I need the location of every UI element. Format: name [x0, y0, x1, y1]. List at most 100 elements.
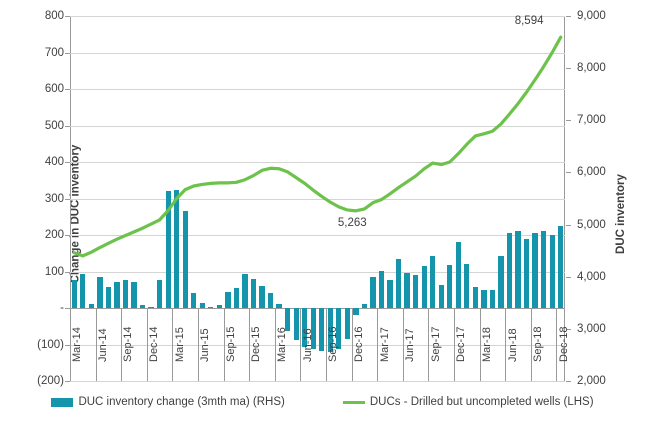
legend-line-swatch-icon — [342, 400, 365, 404]
bar — [523, 238, 530, 308]
y-tick-mark-right — [566, 120, 571, 122]
y-axis-title-right: DUC inventory — [615, 173, 628, 254]
bar — [541, 230, 547, 308]
bar — [387, 279, 393, 308]
bar — [242, 274, 248, 308]
bar — [481, 290, 487, 308]
bar — [208, 306, 214, 308]
y-tick-mark-left — [65, 308, 70, 309]
bar — [447, 264, 453, 308]
y-tick-label-right: 4,000 — [577, 270, 606, 283]
x-tick-mark — [479, 308, 481, 381]
x-tick-label: Mar-14 — [71, 327, 84, 362]
bar — [489, 289, 496, 308]
data-label: 5,263 — [337, 216, 367, 229]
x-tick-mark — [172, 308, 174, 381]
y-tick-label-right: 9,000 — [577, 10, 606, 22]
legend-label: DUCs - Drilled but uncompleted wells (LH… — [369, 396, 594, 408]
y-tick-mark-left — [65, 125, 70, 127]
x-tick-mark — [428, 308, 430, 381]
bar — [105, 287, 112, 308]
bar — [259, 286, 265, 308]
gridline — [70, 198, 565, 200]
bar — [353, 308, 359, 315]
bar — [191, 293, 197, 308]
y-tick-mark-left — [65, 271, 70, 273]
bar — [80, 274, 86, 308]
y-tick-label-left: 700 — [44, 46, 64, 59]
bar — [464, 264, 470, 308]
x-tick-mark — [505, 308, 507, 381]
y-tick-label-right: 3,000 — [577, 322, 606, 335]
x-tick-mark — [556, 308, 558, 381]
x-tick-label: Mar-15 — [173, 327, 186, 362]
bar — [284, 308, 291, 331]
x-tick-mark — [402, 308, 404, 381]
gridline — [70, 125, 565, 127]
y-tick-label-right: 7,000 — [577, 114, 606, 127]
x-tick-mark — [95, 308, 97, 381]
bar — [498, 256, 504, 308]
legend-label: DUC inventory change (3mth ma) (RHS) — [78, 396, 285, 408]
x-tick-mark — [274, 308, 276, 381]
bar — [182, 211, 188, 308]
x-tick-mark — [377, 308, 379, 381]
gridline — [70, 89, 565, 90]
bar — [233, 287, 240, 308]
x-tick-label: Dec-17 — [455, 326, 468, 362]
x-tick-mark — [121, 308, 123, 381]
bar — [404, 272, 410, 308]
bar — [174, 190, 180, 308]
chart-legend: DUC inventory change (3mth ma) (RHS) DUCs… — [0, 396, 645, 408]
bar — [421, 266, 427, 308]
y-tick-mark-left — [65, 235, 70, 236]
x-tick-mark — [146, 308, 148, 381]
bar — [250, 278, 257, 308]
x-tick-label: Dec-15 — [250, 326, 263, 362]
gridline — [70, 271, 565, 273]
bar — [310, 308, 316, 349]
y-tick-label-left: 500 — [44, 119, 64, 132]
line-duc-inventory — [72, 35, 563, 258]
y-tick-mark-right — [566, 276, 571, 278]
bar — [122, 279, 129, 308]
bar — [302, 308, 308, 348]
bar — [370, 276, 376, 308]
bar — [139, 304, 146, 308]
x-tick-label: Dec-16 — [352, 326, 365, 362]
bar — [267, 293, 274, 308]
y-tick-mark-right — [566, 172, 571, 174]
bar — [225, 291, 231, 308]
bar — [532, 233, 538, 308]
line-series — [72, 35, 563, 258]
x-tick-label: Dec-18 — [557, 326, 570, 362]
gridline — [70, 344, 565, 346]
y-tick-mark-left — [65, 16, 70, 17]
x-tick-label: Sep-15 — [224, 326, 237, 362]
x-tick-label: Mar-17 — [378, 327, 391, 362]
y-tick-label-left: 600 — [44, 83, 64, 95]
x-tick-label: Jun-17 — [404, 328, 417, 362]
y-tick-mark-right — [566, 328, 571, 330]
x-tick-label: Mar-18 — [480, 327, 493, 362]
bar — [413, 275, 419, 308]
y-tick-mark-right — [566, 381, 571, 382]
legend-bar-swatch-icon — [51, 397, 74, 407]
bar — [472, 286, 479, 308]
bar — [515, 230, 521, 308]
legend-item[interactable]: DUC inventory change (3mth ma) (RHS) — [51, 396, 285, 408]
y-tick-label-left: 200 — [44, 229, 64, 241]
gridline — [70, 381, 565, 382]
y-tick-mark-right — [566, 68, 571, 70]
y-tick-label-right: 5,000 — [577, 218, 606, 231]
y-tick-label-left: 400 — [44, 156, 64, 168]
y-tick-label-left: 300 — [44, 192, 64, 205]
x-tick-mark — [300, 308, 302, 381]
y-tick-mark-left — [65, 89, 70, 90]
y-tick-mark-left — [65, 162, 70, 163]
x-tick-mark — [198, 308, 200, 381]
y-tick-label-left: (100) — [37, 338, 64, 351]
x-tick-label: Jun-15 — [199, 328, 212, 362]
legend-item[interactable]: DUCs - Drilled but uncompleted wells (LH… — [342, 396, 594, 408]
y-tick-label-left: - — [60, 302, 64, 314]
